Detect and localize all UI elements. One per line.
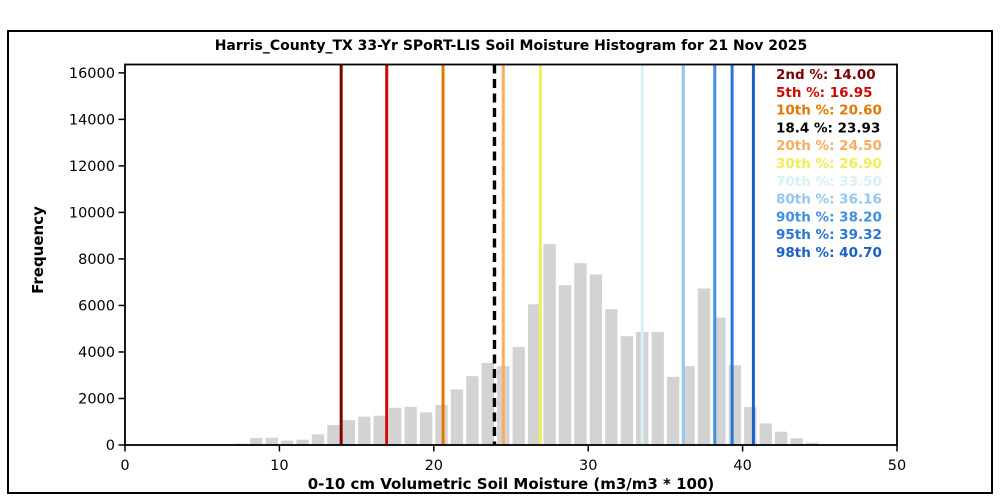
x-tick-label: 10 <box>270 458 288 474</box>
histogram-bar <box>389 407 402 445</box>
histogram-bar <box>311 434 325 445</box>
legend: 2nd %: 14.00 5th %: 16.95 10th %: 20.6018.… <box>776 67 882 261</box>
y-tick-label: 0 <box>106 438 115 454</box>
legend-entry: 80th %: 36.16 <box>776 192 882 208</box>
histogram-bar <box>450 389 464 445</box>
y-tick-label: 8000 <box>78 252 115 268</box>
histogram-bar <box>682 366 695 445</box>
y-tick-label: 6000 <box>78 298 115 314</box>
x-tick-label: 30 <box>579 458 597 474</box>
percentile-lines-layer <box>339 64 755 445</box>
x-tick-label: 40 <box>733 458 751 474</box>
histogram-bar <box>512 346 525 445</box>
histogram-bar <box>713 317 726 445</box>
histogram-bar <box>358 416 371 445</box>
histogram-bar <box>805 442 819 445</box>
histogram-bar <box>728 365 742 445</box>
histogram-bar <box>697 288 711 445</box>
histogram-bar <box>250 438 263 445</box>
histogram-bar <box>327 425 340 445</box>
x-tick-label: 20 <box>425 458 443 474</box>
histogram-bar <box>651 331 664 445</box>
histogram-bar <box>373 415 386 445</box>
histogram-bar <box>790 438 803 445</box>
legend-entry: 2nd %: 14.00 <box>776 67 876 83</box>
legend-entry: 20th %: 24.50 <box>776 138 882 154</box>
histogram-bar <box>589 274 603 445</box>
y-tick-label: 4000 <box>78 345 115 361</box>
histogram-bar <box>466 376 479 445</box>
legend-entry: 90th %: 38.20 <box>776 209 882 225</box>
histogram-bar <box>558 285 572 445</box>
legend-entry: 70th %: 33.50 <box>776 174 882 190</box>
histogram-bar <box>296 439 309 445</box>
figure-frame <box>7 30 993 494</box>
bars-layer <box>203 244 819 445</box>
legend-entry: 5th %: 16.95 <box>776 85 872 101</box>
legend-entry: 18.4 %: 23.93 <box>776 120 880 136</box>
legend-entry: 95th %: 39.32 <box>776 227 882 243</box>
x-tick-label: 50 <box>888 458 906 474</box>
y-tick-label: 16000 <box>69 66 115 82</box>
legend-entry: 98th %: 40.70 <box>776 245 882 261</box>
histogram-bar <box>527 304 541 445</box>
y-tick-label: 10000 <box>69 205 115 221</box>
histogram-bar <box>775 431 788 445</box>
chart-title: Harris_County_TX 33-Yr SPoRT-LIS Soil Mo… <box>215 38 808 54</box>
histogram-bar <box>605 309 618 445</box>
plot-border <box>124 63 898 446</box>
y-tick-label: 14000 <box>69 112 115 128</box>
histogram-bar <box>265 437 278 445</box>
legend-entry: 30th %: 26.90 <box>776 156 882 172</box>
histogram-bar <box>342 420 356 445</box>
axes-layer: 0 10 20 30 40 50 0 2000 4000 6000 8000 10000 12000 14… <box>69 63 906 474</box>
y-tick-label: 12000 <box>69 159 115 175</box>
legend-entry: 10th %: 20.60 <box>776 103 882 119</box>
x-tick-label: 0 <box>120 458 129 474</box>
y-axis-label: Frequency <box>29 206 47 294</box>
histogram-bar <box>620 336 633 445</box>
y-tick-label: 2000 <box>78 391 115 407</box>
histogram-bar <box>759 423 772 445</box>
x-axis-label: 0-10 cm Volumetric Soil Moisture (m3/m3 … <box>308 475 715 493</box>
histogram-bar <box>435 405 448 445</box>
histogram-bar <box>280 440 294 445</box>
histogram-bar <box>419 412 433 445</box>
histogram-bar <box>574 263 587 445</box>
histogram-bar <box>481 362 495 445</box>
histogram-bar <box>666 376 680 445</box>
histogram-bar <box>543 244 556 445</box>
histogram-bar <box>404 406 417 445</box>
